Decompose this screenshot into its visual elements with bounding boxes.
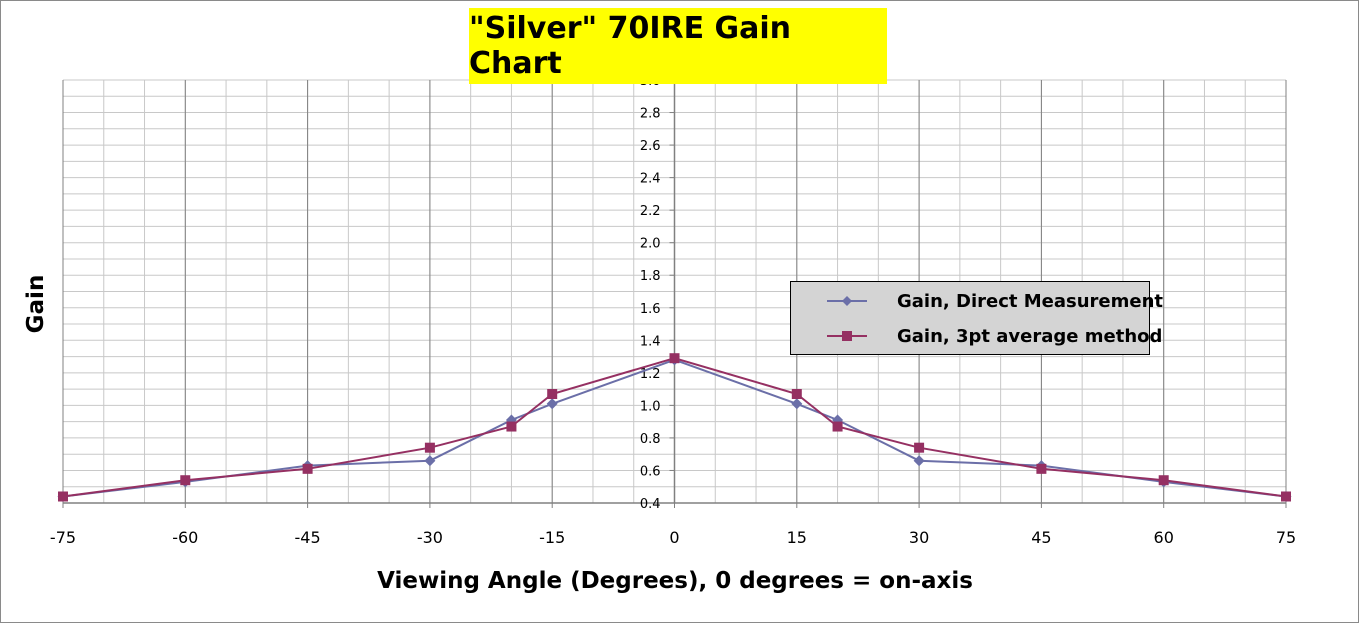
x-tick-label: 0 (669, 528, 679, 547)
data-point-square (791, 388, 802, 399)
data-point-square (832, 421, 843, 432)
data-point-diamond (791, 398, 803, 410)
x-tick-label: 30 (909, 528, 929, 547)
data-point-diamond (546, 398, 558, 410)
x-tick-label: 45 (1031, 528, 1051, 547)
data-point-diamond (424, 455, 436, 467)
y-tick-label: 2.8 (640, 107, 661, 122)
x-tick-label: 15 (787, 528, 807, 547)
data-point-square (1281, 491, 1291, 502)
y-tick-label: 2.4 (640, 172, 661, 187)
data-point-square (506, 421, 517, 432)
x-tick-label: 75 (1276, 528, 1296, 547)
legend: Gain, Direct Measurement Gain, 3pt avera… (790, 281, 1163, 355)
data-point-square (58, 491, 68, 502)
y-tick-label: 2.6 (640, 139, 661, 154)
y-tick-label: 2.0 (640, 237, 661, 252)
legend-swatch-average (827, 331, 867, 341)
data-point-square (1158, 475, 1169, 486)
data-point-square (302, 463, 313, 474)
x-tick-label: -30 (417, 528, 443, 547)
data-point-square (180, 475, 191, 486)
x-tick-label: -15 (539, 528, 565, 547)
data-point-square (669, 353, 680, 364)
y-tick-label: 1.8 (640, 269, 661, 284)
legend-item-average: Gain, 3pt average method (827, 321, 1162, 351)
data-point-square (914, 442, 925, 453)
y-axis-label: Gain (23, 274, 49, 334)
y-tick-label: 0.8 (640, 432, 661, 447)
legend-label-average: Gain, 3pt average method (897, 325, 1163, 347)
x-axis-label: Viewing Angle (Degrees), 0 degrees = on-… (377, 568, 973, 594)
data-point-square (1036, 463, 1047, 474)
x-tick-label: 60 (1154, 528, 1174, 547)
y-tick-label: 1.0 (640, 399, 661, 414)
y-tick-label: 0.6 (640, 464, 661, 479)
x-tick-label: -45 (295, 528, 321, 547)
data-point-diamond (913, 455, 925, 467)
y-tick-label: 2.2 (640, 204, 661, 219)
legend-item-direct: Gain, Direct Measurement (827, 286, 1163, 316)
data-point-square (547, 388, 558, 399)
legend-label-direct: Gain, Direct Measurement (897, 290, 1164, 312)
legend-swatch-direct (827, 296, 867, 306)
y-tick-label: 0.4 (640, 497, 661, 512)
data-point-square (424, 442, 435, 453)
x-tick-label: -60 (172, 528, 198, 547)
y-tick-label: 1.4 (640, 334, 661, 349)
x-tick-label: -75 (50, 528, 76, 547)
chart-title: "Silver" 70IRE Gain Chart (469, 8, 887, 84)
y-tick-label: 1.6 (640, 302, 661, 317)
